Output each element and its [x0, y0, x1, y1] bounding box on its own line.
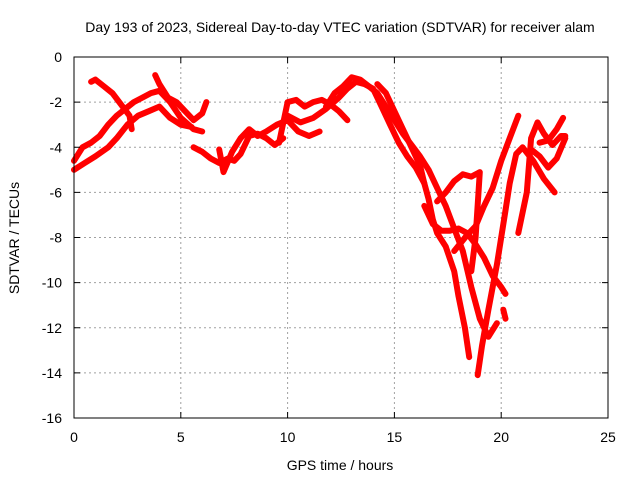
- y-tick-label: -4: [50, 139, 63, 155]
- series-trace: satellite track 7: [276, 96, 351, 146]
- y-tick-label: -10: [42, 275, 62, 291]
- y-tick-label: -2: [50, 94, 63, 110]
- series-trace: satellite track 5: [190, 130, 287, 166]
- chart-title: Day 193 of 2023, Sidereal Day-to-day VTE…: [85, 19, 594, 35]
- series-trace: satellite track 6: [216, 117, 323, 176]
- y-tick-label: -12: [42, 320, 62, 336]
- y-tick-label: -16: [42, 410, 62, 426]
- series-trace: satellite track 12: [434, 169, 483, 275]
- axis-ticks: 0 5 10 15 20 25 0 -2 -4 -6 -8 -10 -12 -14 -16: [42, 49, 616, 445]
- x-axis-label: GPS time / hours: [287, 457, 394, 473]
- x-tick-label: 0: [70, 429, 78, 445]
- y-tick-label: -8: [50, 230, 63, 246]
- series-trace: satellite track 15: [515, 119, 569, 236]
- series-trace: satellite track 14: [474, 144, 558, 379]
- x-tick-label: 10: [280, 429, 296, 445]
- data-traces: satellite track 1satellite track 2satell…: [71, 72, 569, 379]
- x-tick-label: 25: [600, 429, 616, 445]
- series-trace: satellite track 16: [528, 135, 569, 171]
- series-trace: satellite track 18: [500, 306, 509, 322]
- series-trace: satellite track 3: [88, 76, 135, 133]
- series-trace: satellite track 9: [323, 74, 500, 340]
- x-tick-label: 15: [387, 429, 403, 445]
- series-trace: satellite track 2: [71, 103, 195, 173]
- y-tick-label: -6: [50, 184, 63, 200]
- x-tick-label: 5: [177, 429, 185, 445]
- series-trace: satellite track 1: [71, 87, 206, 164]
- y-axis-label: SDTVAR / TECUs: [6, 182, 22, 294]
- series-trace: satellite track 10: [374, 81, 473, 361]
- series-trace: satellite track 17: [536, 114, 567, 146]
- series-trace: satellite track 13: [451, 112, 522, 254]
- x-tick-label: 20: [493, 429, 509, 445]
- y-tick-label: 0: [54, 49, 62, 65]
- y-tick-label: -14: [42, 365, 62, 381]
- series-trace: satellite track 4: [152, 72, 210, 124]
